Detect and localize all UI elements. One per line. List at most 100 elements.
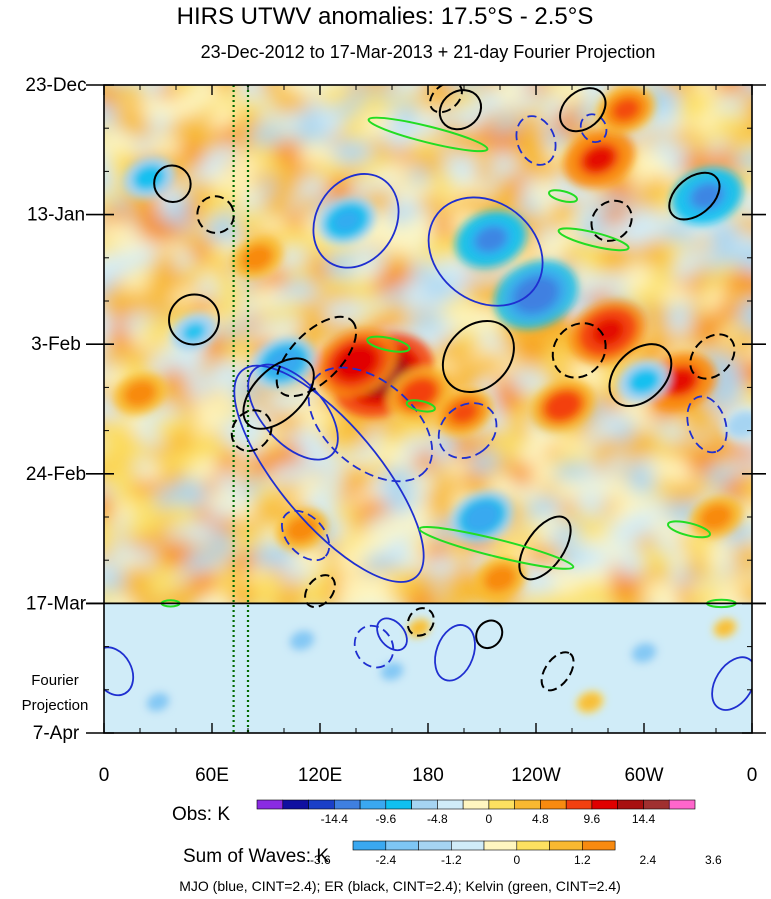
obs-colorbar-swatch <box>411 799 438 810</box>
obs-cell <box>292 544 328 569</box>
obs-cell <box>730 542 752 568</box>
obs-cell <box>491 432 526 458</box>
axes: 0 60E 120E 180 120W 60W 0 23-Dec 13-Jan 3-Feb 24-F… <box>25 75 766 786</box>
obs-cell <box>189 434 225 460</box>
x-tick-label: 180 <box>412 765 444 786</box>
kelvin-contour <box>405 399 436 413</box>
obs-colorbar-tick-label: -9.6 <box>375 812 396 826</box>
obs-cell <box>250 125 286 150</box>
chart-subtitle: 23-Dec-2012 to 17-Mar-2013 + 21-day Four… <box>201 42 656 62</box>
obs-cell <box>400 419 435 445</box>
obs-cell <box>431 258 466 283</box>
projection-label-line2: Projection <box>22 697 89 714</box>
y-tick-label: 13-Jan <box>27 205 85 226</box>
obs-cell <box>340 464 375 490</box>
x-tick-label: 60E <box>195 765 229 786</box>
anomaly-feature <box>487 568 513 589</box>
obs-cell <box>163 503 198 528</box>
obs-colorbar-swatch <box>591 799 619 810</box>
anomaly-feature <box>182 322 206 342</box>
obs-cell <box>249 451 284 476</box>
waves-colorbar-swatch <box>450 840 485 851</box>
waves-colorbar-swatch <box>483 840 518 851</box>
anomaly-feature <box>631 371 657 392</box>
mjo-contour <box>312 173 400 269</box>
obs-colorbar-swatch <box>514 799 541 810</box>
obs-colorbar-swatch <box>333 799 361 810</box>
obs-cell <box>509 367 545 392</box>
waves-colorbar-tick-label: 3.6 <box>705 853 722 867</box>
waves-colorbar-swatch <box>516 840 550 851</box>
obs-colorbar-swatch <box>437 799 464 810</box>
obs-colorbar-tick-label: 9.6 <box>584 812 601 826</box>
y-tick-label: 17-Mar <box>26 593 87 614</box>
obs-colorbar-swatch <box>540 799 567 810</box>
obs-cell <box>335 140 371 165</box>
anomaly-feature <box>714 619 736 637</box>
obs-colorbar-swatch <box>308 799 335 810</box>
obs-cell <box>731 327 752 352</box>
obs-colorbar-swatch <box>385 799 412 810</box>
anomaly-feature <box>476 227 506 252</box>
obs-cell <box>383 515 418 540</box>
obs-cell <box>620 491 655 517</box>
obs-cell <box>384 487 420 513</box>
y-tick-label: 7-Apr <box>33 723 80 744</box>
er-contour <box>406 607 435 637</box>
obs-colorbar-tick-label: 0 <box>486 812 493 826</box>
waves-colorbar-tick-label: 1.2 <box>574 853 591 867</box>
anomaly-feature <box>136 167 162 188</box>
er-contour <box>668 171 721 221</box>
er-contour <box>475 619 504 650</box>
er-contour <box>689 333 736 380</box>
obs-colorbar-swatch <box>488 799 515 810</box>
anomaly-feature <box>578 692 602 712</box>
obs-colorbar-tick-label: -4.8 <box>427 812 448 826</box>
mjo-contour <box>104 646 135 697</box>
chart-title: HIRS UTWV anomalies: 17.5°S - 2.5°S <box>177 3 594 30</box>
obs-colorbar-tick-label: 4.8 <box>532 812 549 826</box>
obs-cell <box>736 245 752 271</box>
anomaly-feature <box>549 394 577 418</box>
obs-cell <box>744 102 752 123</box>
obs-colorbar-label: Obs: K <box>172 804 230 825</box>
er-contour <box>441 319 515 394</box>
obs-cell <box>404 215 439 241</box>
kelvin-contour <box>557 227 630 252</box>
obs-cell <box>739 383 752 407</box>
anomaly-feature <box>291 631 313 650</box>
mjo-contour <box>437 402 498 459</box>
obs-cell <box>148 219 183 245</box>
waves-colorbar-swatch <box>385 840 419 851</box>
anomaly-feature <box>408 619 430 637</box>
anomaly-feature <box>333 210 361 232</box>
kelvin-contour <box>367 116 489 153</box>
anomaly-feature <box>592 319 624 345</box>
waves-colorbar: -3.6 -2.4 -1.2 0 1.2 2.4 3.6 <box>310 840 722 867</box>
er-contour <box>304 574 336 608</box>
mjo-contour <box>434 624 476 682</box>
kelvin-contour <box>547 189 579 203</box>
x-tick-label: 120E <box>298 765 342 786</box>
obs-colorbar-swatch <box>256 799 284 810</box>
obs-cell <box>738 501 752 526</box>
anomaly-feature <box>612 98 640 121</box>
obs-colorbar-swatch <box>565 799 593 810</box>
obs-colorbar-swatch <box>282 799 309 810</box>
kelvin-contour <box>666 520 712 539</box>
obs-cell <box>122 515 158 540</box>
er-contour <box>608 343 673 407</box>
kelvin-contour <box>366 335 411 353</box>
obs-cell <box>597 248 633 273</box>
y-tick-label: 23-Dec <box>25 75 86 96</box>
anomaly-feature <box>519 281 553 309</box>
x-tick-label: 0 <box>747 765 758 786</box>
waves-colorbar-tick-label: 0 <box>513 853 520 867</box>
anomaly-feature <box>732 415 752 434</box>
kelvin-contour <box>418 526 575 570</box>
obs-colorbar-swatch <box>643 799 670 810</box>
x-tick-label: 60W <box>624 765 663 786</box>
er-contour <box>196 195 235 234</box>
